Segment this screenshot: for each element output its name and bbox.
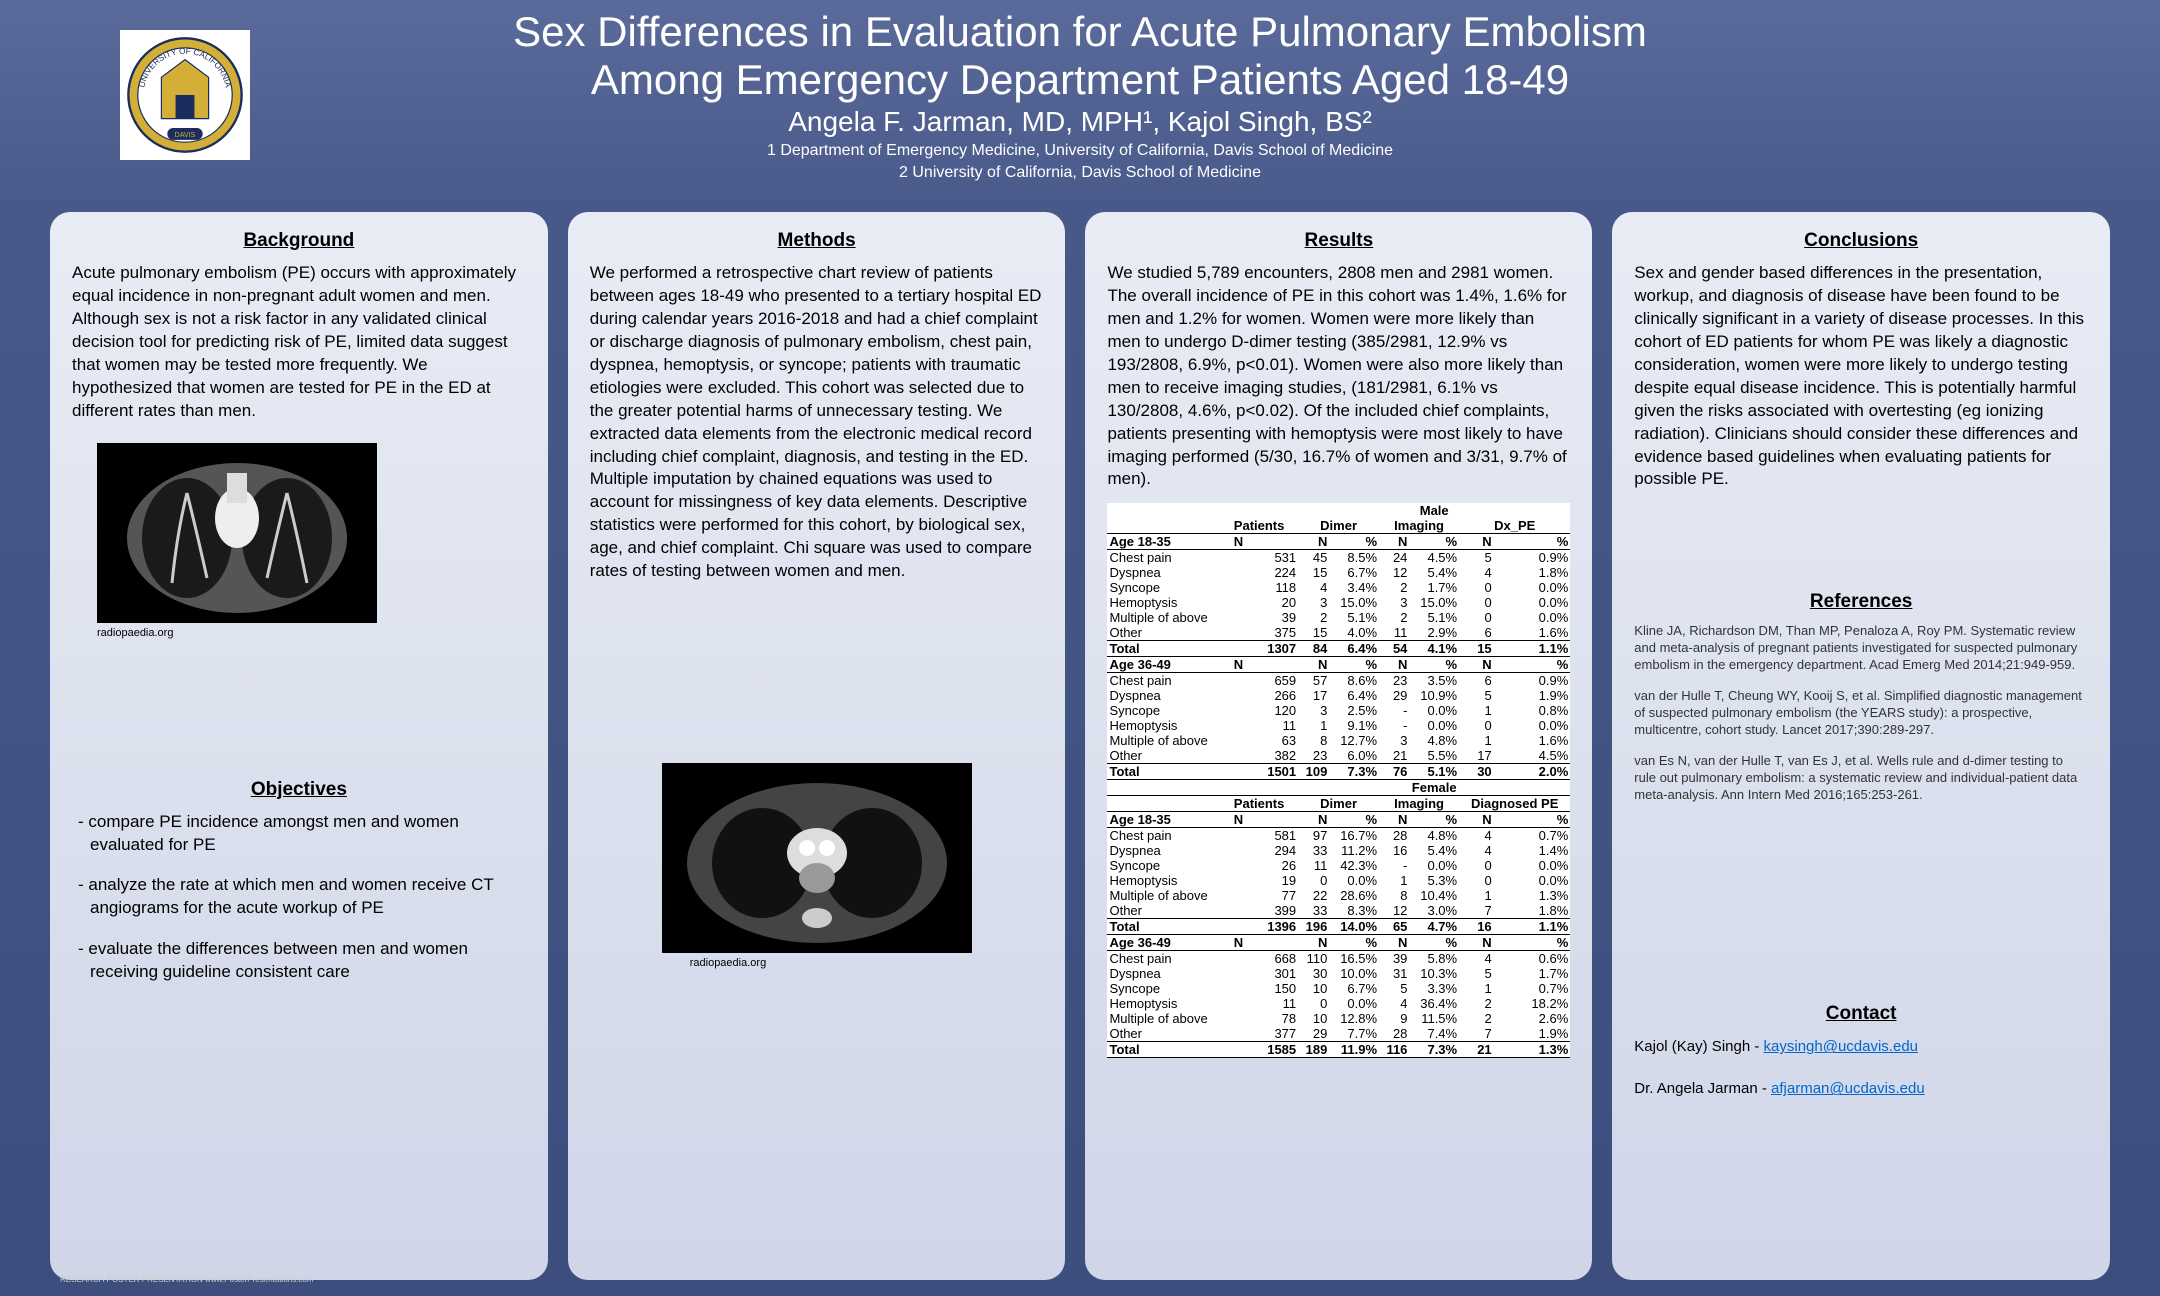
contact-email-link[interactable]: kaysingh@ucdavis.edu [1764, 1038, 1918, 1055]
conclusions-text: Sex and gender based differences in the … [1634, 262, 2088, 491]
results-heading: Results [1107, 230, 1570, 252]
column-conclusions: Conclusions Sex and gender based differe… [1612, 212, 2110, 1280]
contact-email-link[interactable]: afjarman@ucdavis.edu [1771, 1080, 1925, 1097]
contact-item: Dr. Angela Jarman - afjarman@ucdavis.edu [1634, 1077, 2088, 1101]
results-text: We studied 5,789 encounters, 2808 men an… [1107, 262, 1570, 491]
objective-item: compare PE incidence amongst men and wom… [90, 811, 526, 857]
objectives-heading: Objectives [72, 779, 526, 801]
ct-axial-image [662, 763, 972, 953]
column-methods: Methods We performed a retrospective cha… [568, 212, 1066, 1280]
contact-list: Kajol (Kay) Singh - kaysingh@ucdavis.edu… [1634, 1035, 2088, 1101]
footer-attribution: RESEARCH POSTER PRESENTATION www.PosterP… [60, 1275, 314, 1284]
conclusions-heading: Conclusions [1634, 230, 2088, 252]
reference-item: van der Hulle T, Cheung WY, Kooij S, et … [1634, 688, 2088, 739]
poster-header: UNIVERSITY OF CALIFORNIA DAVIS Sex Diffe… [0, 0, 2160, 200]
reference-item: Kline JA, Richardson DM, Than MP, Penalo… [1634, 623, 2088, 674]
affiliation-2: 2 University of California, Davis School… [0, 164, 2160, 182]
contact-item: Kajol (Kay) Singh - kaysingh@ucdavis.edu [1634, 1035, 2088, 1059]
objectives-list: compare PE incidence amongst men and wom… [72, 811, 526, 985]
column-results: Results We studied 5,789 encounters, 280… [1085, 212, 1592, 1280]
objective-item: evaluate the differences between men and… [90, 938, 526, 984]
poster-title-line1: Sex Differences in Evaluation for Acute … [0, 8, 2160, 56]
results-table: MalePatientsDimerImagingDx_PEAge 18-35NN… [1107, 503, 1570, 1058]
affiliation-1: 1 Department of Emergency Medicine, Univ… [0, 142, 2160, 160]
references-heading: References [1634, 591, 2088, 613]
contact-heading: Contact [1634, 1003, 2088, 1025]
ct-coronal-image [97, 443, 377, 623]
objective-item: analyze the rate at which men and women … [90, 874, 526, 920]
references-list: Kline JA, Richardson DM, Than MP, Penalo… [1634, 623, 2088, 803]
methods-heading: Methods [590, 230, 1044, 252]
poster-authors: Angela F. Jarman, MD, MPH¹, Kajol Singh,… [0, 106, 2160, 138]
ct-coronal-caption: radiopaedia.org [97, 627, 526, 639]
poster-body: Background Acute pulmonary embolism (PE)… [0, 200, 2160, 1280]
university-logo: UNIVERSITY OF CALIFORNIA DAVIS [120, 30, 250, 160]
svg-text:DAVIS: DAVIS [175, 131, 196, 139]
background-text: Acute pulmonary embolism (PE) occurs wit… [72, 262, 526, 423]
reference-item: van Es N, van der Hulle T, van Es J, et … [1634, 753, 2088, 804]
ct-axial-caption: radiopaedia.org [690, 957, 1044, 969]
background-heading: Background [72, 230, 526, 252]
methods-text: We performed a retrospective chart revie… [590, 262, 1044, 583]
poster-title-line2: Among Emergency Department Patients Aged… [0, 56, 2160, 104]
column-background-objectives: Background Acute pulmonary embolism (PE)… [50, 212, 548, 1280]
